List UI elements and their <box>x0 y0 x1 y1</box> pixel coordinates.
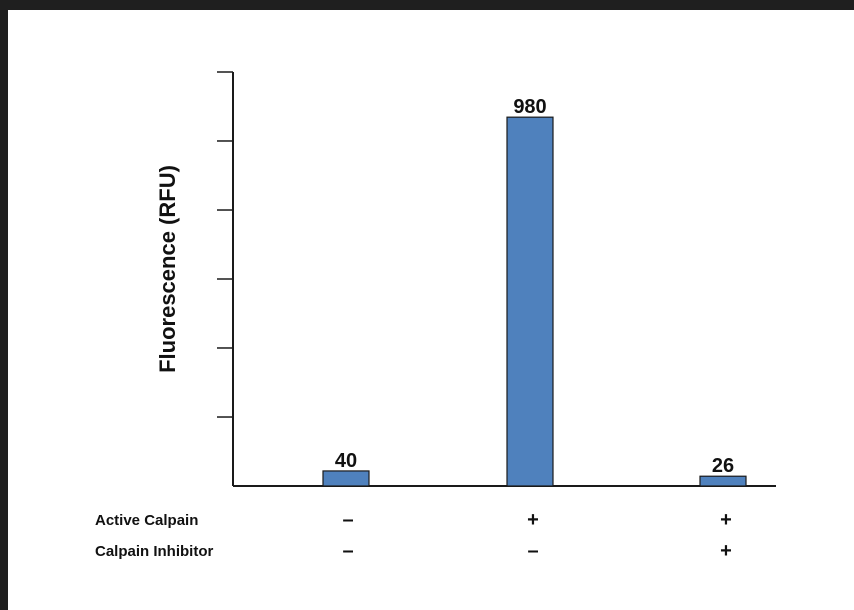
data-label: 26 <box>712 455 734 477</box>
condition-value: + <box>527 509 539 531</box>
condition-table: Active Calpain – + + Calpain Inhibitor – – + <box>95 509 732 562</box>
condition-value: – <box>527 540 538 562</box>
bar <box>506 116 554 487</box>
y-axis-title: Fluorescence (RFU) <box>155 165 180 373</box>
condition-label: Calpain Inhibitor <box>95 543 213 560</box>
condition-value: – <box>342 540 353 562</box>
bar <box>699 475 747 487</box>
y-axis-ticks <box>217 71 233 418</box>
data-label: 980 <box>513 96 546 118</box>
condition-value: + <box>720 509 732 531</box>
condition-value: + <box>720 540 732 562</box>
condition-value: – <box>342 509 353 531</box>
condition-label: Active Calpain <box>95 512 198 529</box>
data-labels: 40 980 26 <box>335 96 734 477</box>
bars <box>322 116 747 487</box>
data-label: 40 <box>335 450 357 472</box>
bar <box>322 470 370 487</box>
figure-background <box>8 10 854 610</box>
axes <box>232 72 776 487</box>
